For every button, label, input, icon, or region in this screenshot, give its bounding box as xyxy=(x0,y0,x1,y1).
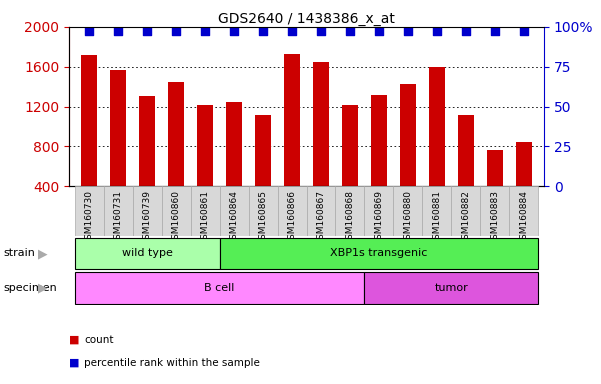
Point xyxy=(432,28,442,34)
FancyBboxPatch shape xyxy=(335,186,364,236)
Point xyxy=(200,28,210,34)
Text: count: count xyxy=(84,335,114,345)
Text: GSM160882: GSM160882 xyxy=(461,190,470,245)
FancyBboxPatch shape xyxy=(364,186,394,236)
FancyBboxPatch shape xyxy=(509,186,538,236)
FancyBboxPatch shape xyxy=(480,186,509,236)
FancyBboxPatch shape xyxy=(75,186,104,236)
Bar xyxy=(313,62,329,186)
FancyBboxPatch shape xyxy=(162,186,191,236)
Point xyxy=(114,28,123,34)
Text: ▶: ▶ xyxy=(38,247,48,260)
Point xyxy=(85,28,94,34)
Bar xyxy=(139,96,155,186)
Text: GSM160881: GSM160881 xyxy=(432,190,441,245)
FancyBboxPatch shape xyxy=(307,186,335,236)
Bar xyxy=(197,104,213,186)
FancyBboxPatch shape xyxy=(191,186,219,236)
Point xyxy=(490,28,499,34)
Bar xyxy=(342,104,358,186)
Text: GSM160865: GSM160865 xyxy=(258,190,267,245)
Text: GSM160884: GSM160884 xyxy=(519,190,528,245)
Point xyxy=(403,28,413,34)
FancyBboxPatch shape xyxy=(423,186,451,236)
Bar xyxy=(255,114,271,186)
Text: ▶: ▶ xyxy=(38,281,48,295)
FancyBboxPatch shape xyxy=(75,272,364,304)
Text: GSM160731: GSM160731 xyxy=(114,190,123,245)
Point xyxy=(316,28,326,34)
Bar xyxy=(458,114,474,186)
Text: ■: ■ xyxy=(69,335,79,345)
Bar xyxy=(400,84,416,186)
FancyBboxPatch shape xyxy=(394,186,423,236)
Bar xyxy=(284,54,300,186)
Point xyxy=(461,28,471,34)
Text: strain: strain xyxy=(3,248,35,258)
Text: GSM160739: GSM160739 xyxy=(143,190,152,245)
Bar xyxy=(487,151,502,186)
Bar xyxy=(371,94,387,186)
Bar xyxy=(226,102,242,186)
Text: B cell: B cell xyxy=(204,283,235,293)
FancyBboxPatch shape xyxy=(104,186,133,236)
Text: GSM160880: GSM160880 xyxy=(403,190,412,245)
Text: GSM160883: GSM160883 xyxy=(490,190,499,245)
Text: tumor: tumor xyxy=(435,283,468,293)
FancyBboxPatch shape xyxy=(278,186,307,236)
FancyBboxPatch shape xyxy=(364,272,538,304)
FancyBboxPatch shape xyxy=(75,238,219,269)
Text: GSM160861: GSM160861 xyxy=(201,190,210,245)
Text: wild type: wild type xyxy=(122,248,172,258)
Point xyxy=(519,28,528,34)
Text: GSM160869: GSM160869 xyxy=(374,190,383,245)
FancyBboxPatch shape xyxy=(249,186,278,236)
FancyBboxPatch shape xyxy=(219,238,538,269)
Text: GSM160864: GSM160864 xyxy=(230,190,239,245)
Bar xyxy=(516,142,532,186)
FancyBboxPatch shape xyxy=(133,186,162,236)
FancyBboxPatch shape xyxy=(219,186,249,236)
Text: GSM160730: GSM160730 xyxy=(85,190,94,245)
Text: specimen: specimen xyxy=(3,283,56,293)
Point xyxy=(142,28,152,34)
FancyBboxPatch shape xyxy=(451,186,480,236)
Point xyxy=(230,28,239,34)
Bar xyxy=(168,82,184,186)
Text: GSM160867: GSM160867 xyxy=(317,190,326,245)
Point xyxy=(287,28,297,34)
Point xyxy=(374,28,383,34)
Point xyxy=(345,28,355,34)
Text: percentile rank within the sample: percentile rank within the sample xyxy=(84,358,260,368)
Point xyxy=(171,28,181,34)
Text: GSM160860: GSM160860 xyxy=(172,190,181,245)
Point xyxy=(258,28,268,34)
Bar xyxy=(429,67,445,186)
Text: XBP1s transgenic: XBP1s transgenic xyxy=(330,248,427,258)
Title: GDS2640 / 1438386_x_at: GDS2640 / 1438386_x_at xyxy=(218,12,395,26)
Bar xyxy=(81,55,97,186)
Bar xyxy=(111,70,126,186)
Text: GSM160868: GSM160868 xyxy=(346,190,355,245)
Text: ■: ■ xyxy=(69,358,79,368)
Text: GSM160866: GSM160866 xyxy=(287,190,296,245)
